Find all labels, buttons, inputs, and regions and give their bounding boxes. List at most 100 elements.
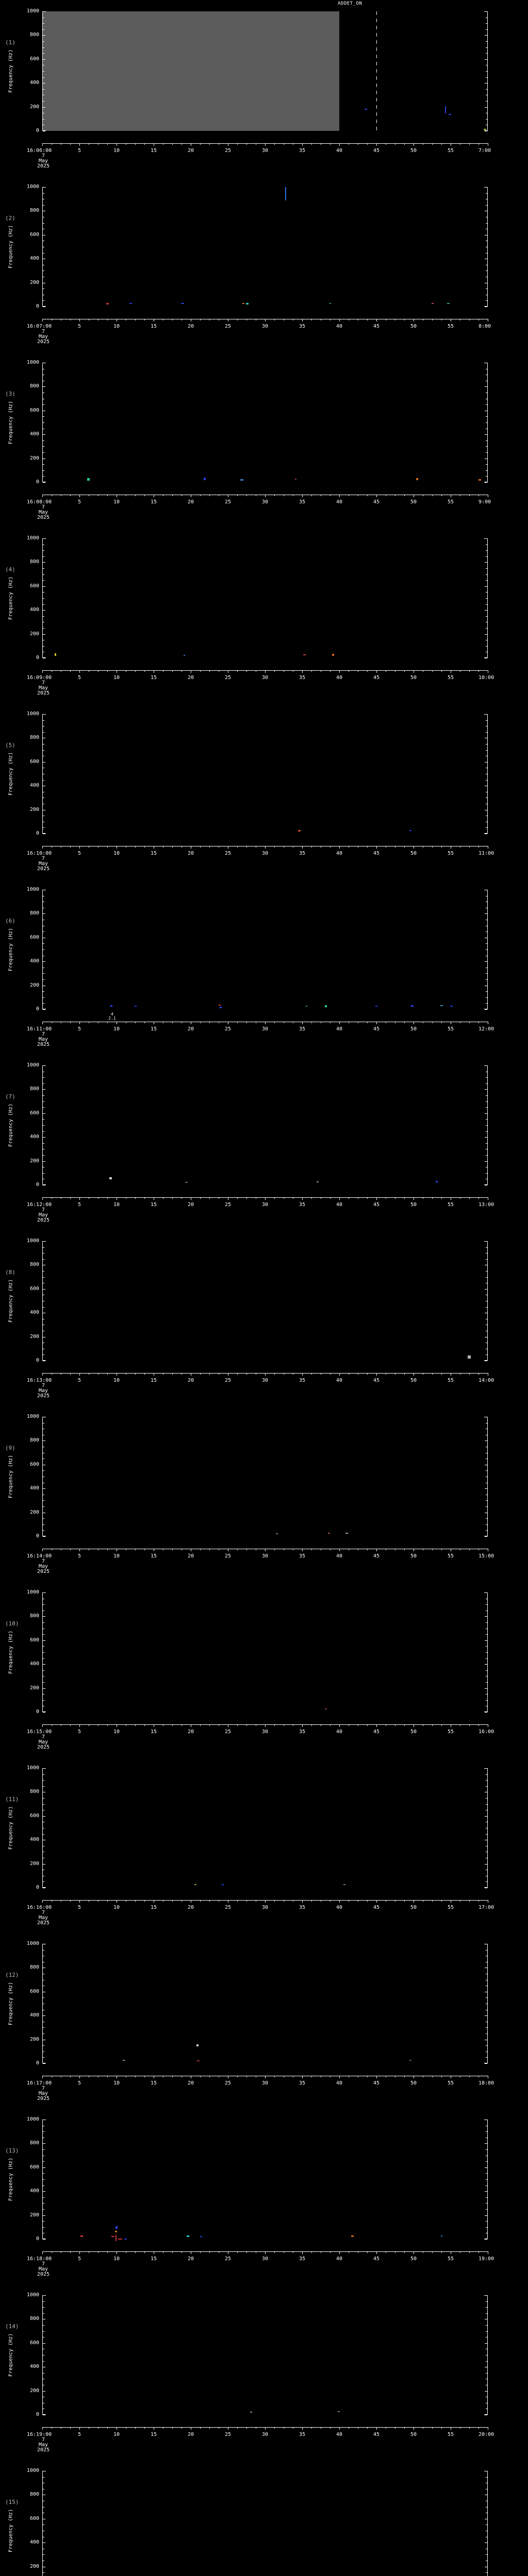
y-tick [43,1592,45,1593]
x-tick-label: 30 [261,324,269,329]
y-tick [43,89,44,90]
x-tick [432,1197,433,1199]
detection-mark [351,2235,354,2237]
x-tick-label: 45 [373,1202,380,1208]
x-tick-label: 25 [224,499,232,505]
x-tick-label: 10 [113,2256,120,2262]
y-tick [43,71,44,72]
x-tick-label: 25 [224,1905,232,1910]
x-tick [144,1373,145,1375]
y-tick [486,71,487,72]
y-tick [485,1161,487,1162]
x-tick [311,1549,312,1550]
y-tick [486,2131,487,2132]
y-axis-title: Frequency (Hz) [7,890,14,1009]
x-tick [209,2076,210,2077]
x-tick [135,143,136,145]
x-axis-start-label: 16:19:00 [27,2432,52,2437]
x-tick [70,319,71,320]
y-tick-label: 1000 [26,1765,39,1771]
y-tick [43,714,45,715]
y-tick [43,1688,45,1689]
x-tick-label: 55 [447,1729,454,1735]
y-tick [485,2343,487,2344]
x-tick [70,1373,71,1375]
x-tick-label: 15 [150,1553,157,1559]
y-tick [486,1780,487,1781]
x-tick [404,1724,405,1726]
x-tick [311,1022,312,1023]
x-tick [246,319,247,320]
x-tick-label: 25 [224,1553,232,1559]
y-tick [43,1101,44,1102]
y-axis-right-line [487,2120,488,2239]
y-tick-label: 800 [29,2492,39,2498]
x-tick-label: 45 [373,1729,380,1735]
y-tick [485,1440,487,1442]
y-tick [43,434,45,435]
x-tick [311,1373,312,1375]
x-tick [265,1549,266,1551]
x-tick [42,495,43,497]
y-tick [43,732,44,733]
detection-mark [186,2235,189,2237]
panel-index-label: (2) [5,215,15,222]
x-tick [432,495,433,496]
y-tick-label: 600 [29,231,39,238]
y-axis-right-line [487,1417,488,1536]
y-tick [43,2063,45,2064]
y-tick [486,574,487,575]
detection-mark [409,2060,412,2061]
y-tick [43,1712,45,1713]
x-tick [200,2076,201,2077]
x-tick [441,2076,442,2077]
y-tick [485,1712,487,1713]
x-tick [172,2251,173,2253]
x-tick-label: 5 [77,1202,81,1208]
x-tick [367,1549,368,1550]
y-tick [43,416,44,417]
x-tick [144,1724,145,1726]
x-tick [172,319,173,320]
y-tick-label: 600 [29,56,39,62]
y-tick-label: 1000 [26,8,39,14]
x-tick [70,495,71,496]
x-tick-label: 15 [150,1905,157,1910]
y-tick [43,53,44,54]
x-tick [311,2076,312,2077]
x-tick-label: 35 [299,1553,306,1559]
x-tick [135,1724,136,1726]
x-tick [339,143,340,146]
date-part: 2025 [37,2096,50,2102]
x-tick-label: 30 [261,675,269,681]
detection-mark [478,479,481,481]
y-tick-label: 400 [29,1485,39,1492]
y-tick [486,193,487,194]
y-axis-left-line [42,1944,43,2063]
plot-area: 1000 800 600 400 200 0 [27,2292,488,2417]
y-tick [486,2197,487,2198]
x-tick [302,1549,303,1551]
y-tick [43,1271,44,1272]
y-tick-label: 800 [29,910,39,917]
y-tick [485,35,487,36]
y-tick [43,586,45,587]
x-tick [330,2427,331,2429]
x-tick [79,1549,80,1551]
y-tick-label: 400 [29,1134,39,1140]
y-tick [486,1524,487,1525]
x-tick [469,1022,470,1023]
x-tick-label: 10 [113,324,120,329]
y-tick-label: 800 [29,2140,39,2146]
y-tick-label: 0 [36,1533,39,1539]
y-tick [43,476,44,477]
x-tick [79,2076,80,2078]
x-tick [367,846,368,848]
date-part: May [38,1212,48,1218]
y-tick-label: 1000 [26,184,39,190]
x-tick [404,2076,405,2077]
x-tick [302,1373,303,1376]
x-tick-label: 50 [410,1026,417,1032]
x-axis-start-label: 16:11:00 [27,1026,52,1032]
panel-index-label: (3) [5,391,15,397]
